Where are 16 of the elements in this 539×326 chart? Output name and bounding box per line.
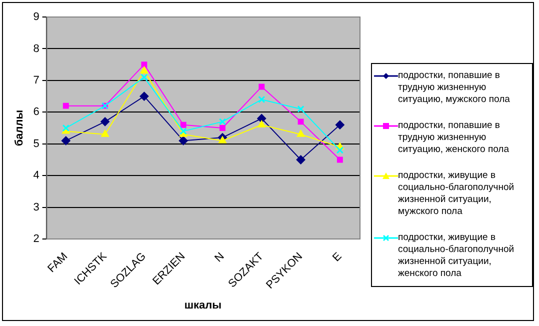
x-tick-label: N [212,250,227,265]
y-tick-label: 5 [33,138,40,150]
y-tick-label: 3 [33,201,40,214]
y-tick-label: 2 [33,233,40,246]
legend-label: подростки, попавшие в трудную жизненную ситуацию, женского пола [398,120,510,156]
y-tick-label: 9 [33,11,40,24]
y-tick-label: 7 [33,74,40,86]
legend-label: подростки, живущие в социально-благополучной жизненной ситуации, женского пола [398,232,516,280]
y-tick-label: 4 [33,170,40,182]
legend-label: подростки, живущие в социально-благополучной жизненной ситуации, мужского пола [398,170,516,218]
y-tick-label: 8 [33,42,40,55]
y-tick-label: 6 [33,106,40,118]
legend-label: подростки, попавшие в трудную жизненную ситуацию, мужского пола [398,70,511,106]
y-axis-title: баллы [14,110,26,146]
x-axis-title: шкалы [184,299,222,312]
x-tick-label: E [330,250,344,264]
